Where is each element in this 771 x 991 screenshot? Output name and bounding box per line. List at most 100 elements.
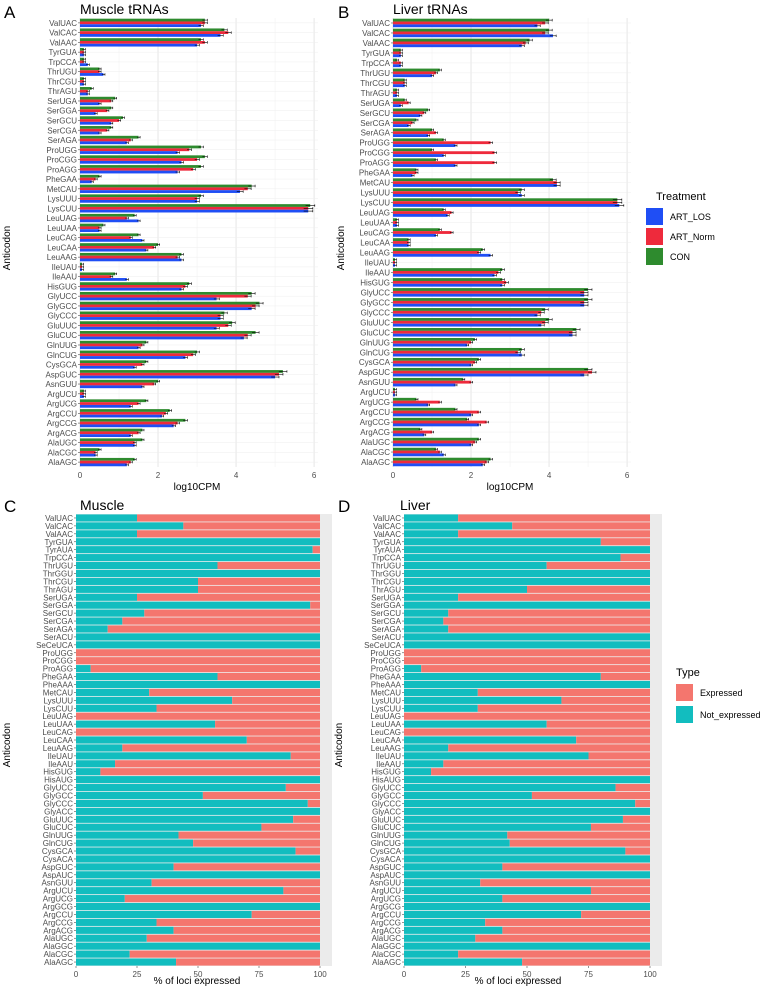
bar-art-los-glyucc [80,297,217,301]
bar-art-los-seruga [80,102,100,106]
panel-letter-c: C [4,497,16,516]
y-tick-label: ThrAGU [372,585,402,594]
bar-not-expressed-leucaa [76,736,247,744]
bar-con-asnguu [393,377,464,381]
bar-con-glyucc [393,288,589,291]
bar-not-expressed-alaugc [76,934,147,942]
bar-art-norm-gluuuc [393,320,546,324]
bar-not-expressed-glyucc [404,784,616,792]
bar-expressed-argucg [502,895,650,903]
bar-expressed-prougg [404,649,650,657]
y-tick-label: SerGCU [360,109,390,118]
y-tick-label: ThrCGU [360,79,390,88]
y-tick-label: GlyUCC [48,292,78,301]
bar-expressed-ileuau [588,752,650,760]
bar-art-norm-sergcu [80,119,120,122]
bar-expressed-valcac [183,522,320,530]
bar-not-expressed-tyrgua [404,538,601,546]
bar-not-expressed-pheaaa [404,680,650,689]
y-tick-label: HisGUG [371,768,401,777]
bar-art-los-phegaa [393,174,413,177]
y-tick-label: ThrUGU [43,562,73,571]
bar-con-alacgc [80,448,100,451]
y-tick-label: AspGUC [45,370,77,379]
y-tick-label: LeuCAA [360,239,390,248]
y-tick-label: ArgUCG [43,895,73,904]
bar-con-leuaag [80,252,182,256]
y-tick-label: ThrUGU [360,69,390,78]
bar-not-expressed-thrugu [404,561,547,570]
bar-not-expressed-trpcca [76,554,320,562]
bar-art-norm-alaagc [393,460,487,464]
bar-con-metcau [80,184,252,188]
bar-art-los-procgg [80,160,182,164]
bar-art-norm-gluuuc [80,324,229,327]
bar-art-los-gluuuc [393,323,542,327]
bar-not-expressed-valaac [404,530,459,538]
y-tick-label: SeCeUCA [364,641,402,650]
x-tick-label: 75 [255,970,264,979]
y-tick-label: LeuUAG [370,712,401,721]
bar-not-expressed-ileuau [404,752,589,760]
bar-not-expressed-alaggc [404,942,650,950]
y-tick-label: HisGUG [47,282,77,291]
y-tick-label: GlnUUG [43,831,73,840]
bar-art-los-phegaa [80,180,92,184]
x-tick-label: 50 [523,970,532,979]
bar-expressed-metcau [477,688,650,696]
y-tick-label: HisAUG [372,776,401,785]
bar-expressed-argccg [156,918,320,926]
panel-a-xlabel: log10CPM [174,482,221,493]
bar-con-argccg [393,417,468,421]
y-tick-label: SerAGA [361,129,391,138]
bar-art-los-argccu [80,414,162,418]
bar-not-expressed-leuaag [404,744,449,752]
y-tick-label: IleUAU [52,263,78,272]
bar-not-expressed-glyacc [76,807,320,815]
bar-art-los-seruga [393,104,401,108]
bar-expressed-alaugc [146,934,320,942]
y-tick-label: AspGUC [41,863,73,872]
bar-expressed-proagg [421,665,650,673]
bar-art-los-glnuug [80,346,139,350]
bar-expressed-alaagc [522,958,650,966]
y-tick-label: GluUUC [47,321,77,330]
y-tick-label: ThrCGU [43,577,73,586]
bar-art-los-ileaau [393,273,495,277]
bar-expressed-sercga [122,617,320,625]
y-tick-label: SerGCU [47,116,77,125]
bar-art-los-seraga [393,134,429,137]
bar-expressed-valaac [458,530,650,538]
bar-not-expressed-thrugu [76,561,218,570]
bar-art-norm-thrugu [80,70,100,74]
y-tick-label: SerUGA [47,97,77,106]
y-tick-label: ValAAC [50,38,78,47]
legend-label-art-los: ART_LOS [670,212,711,222]
bar-art-los-glucuc [393,333,573,337]
bar-expressed-leucaa [576,736,650,744]
panel-b-liver-trnas: B Liver tRNAs log10CPM Anticodon 0 2 4 6 Val… [336,1,631,493]
bar-not-expressed-sergga [76,601,311,609]
x-tick-label: 0 [78,471,83,480]
bar-art-norm-glyccc [80,314,221,318]
panel-a-muscle-trnas: A Muscle tRNAs log10CPM Anticodon 0 2 4 6 Va… [2,1,318,493]
bar-con-valcac [393,28,550,32]
y-tick-label: AlaAGC [48,458,77,467]
y-tick-label: GlyCCC [361,308,391,317]
bar-art-norm-alaugc [80,441,135,444]
bar-con-alaugc [80,438,143,442]
y-tick-label: SerGGA [371,601,402,610]
bar-con-leuuag [80,213,135,217]
bar-art-los-argucg [393,403,429,407]
y-tick-label: ArgUCG [47,400,77,409]
bar-art-los-glyccc [393,313,538,317]
bar-art-los-leucaa [393,243,409,247]
bar-expressed-lysuuu [561,696,650,704]
y-tick-label: LeuCAG [42,728,73,737]
y-tick-label: GlyGCC [43,792,73,801]
bar-not-expressed-aspguc [404,863,503,871]
bar-not-expressed-ileaau [404,760,444,768]
x-tick-label: 0 [74,970,79,979]
bar-art-norm-seraga [393,131,436,135]
bar-not-expressed-lyscuu [404,704,478,712]
